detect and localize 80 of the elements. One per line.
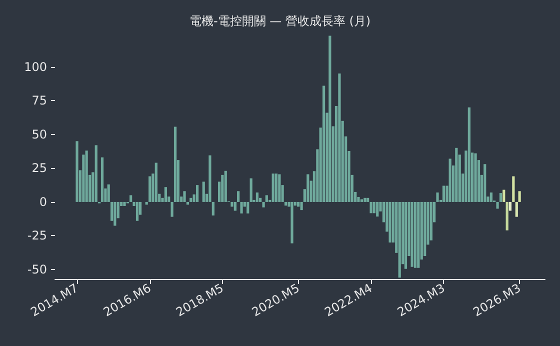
bar (148, 176, 152, 202)
bar (196, 185, 199, 202)
bar (484, 164, 486, 202)
bar (274, 174, 278, 202)
bar (410, 202, 414, 267)
bar (448, 158, 452, 202)
bar (376, 202, 379, 217)
bar (154, 162, 158, 202)
bar (237, 191, 240, 202)
bar (234, 202, 236, 211)
bar (518, 191, 521, 202)
bar (221, 174, 224, 202)
bar (424, 202, 426, 256)
bar (76, 141, 78, 202)
bar (208, 155, 212, 202)
bar (512, 176, 515, 202)
bar (94, 145, 98, 202)
y-tick-label: 100 (24, 60, 47, 74)
bar (256, 192, 259, 202)
bar (442, 186, 446, 202)
bar (398, 202, 401, 278)
bar (202, 182, 205, 202)
bar (515, 202, 518, 217)
bar (372, 202, 376, 214)
bar (265, 195, 268, 202)
bar (436, 192, 439, 202)
bar (107, 184, 110, 202)
bar (174, 126, 177, 202)
bar (100, 157, 104, 202)
bar (284, 202, 288, 206)
y-tick-label: 75 (32, 94, 47, 108)
bar (328, 36, 332, 202)
bar (183, 191, 186, 202)
bar (300, 202, 303, 210)
bar (502, 190, 506, 202)
bar (230, 202, 234, 207)
bar (306, 174, 310, 202)
bar (250, 178, 252, 202)
bar (474, 153, 477, 202)
y-tick-label: -50 (27, 262, 47, 277)
chart-title: 電機-電控開關 — 營收成長率 (月) (189, 14, 371, 28)
bar (370, 202, 372, 214)
bar (414, 202, 417, 268)
bar (164, 187, 168, 202)
y-tick-label: -25 (27, 228, 47, 243)
bar (508, 202, 512, 211)
bar (404, 202, 408, 269)
bar (114, 202, 116, 226)
bar (388, 202, 392, 243)
y-tick-label: 50 (32, 127, 47, 142)
bar (212, 202, 214, 216)
bar (190, 198, 192, 202)
bar (170, 202, 174, 217)
bar (366, 198, 370, 202)
bar (290, 202, 294, 244)
y-tick-label: 0 (39, 194, 47, 209)
bar (278, 174, 281, 202)
bar (272, 174, 274, 202)
bar (136, 202, 139, 221)
bar (322, 86, 326, 202)
bar (338, 74, 341, 202)
bar (417, 202, 420, 268)
bar (82, 154, 85, 202)
bar (246, 202, 250, 214)
bar (130, 195, 132, 202)
bar (468, 107, 470, 202)
bar (123, 202, 126, 206)
bar (224, 170, 227, 202)
bar (85, 150, 88, 202)
bar (364, 198, 366, 202)
bar (430, 202, 432, 240)
bar (455, 148, 458, 202)
bar (297, 202, 300, 207)
bar (262, 202, 265, 208)
bar (499, 193, 502, 202)
bar (490, 192, 492, 202)
bar (496, 202, 499, 209)
bar (240, 202, 243, 214)
y-tick-label: 25 (32, 161, 47, 176)
bar (506, 202, 508, 230)
